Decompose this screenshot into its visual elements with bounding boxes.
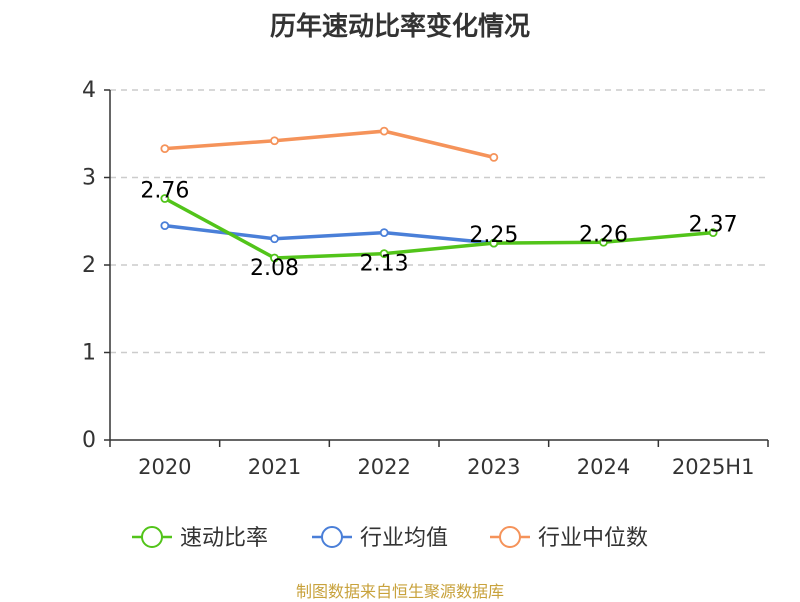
- chart-title: 历年速动比率变化情况: [269, 12, 530, 42]
- legend: 速动比率 行业均值 行业中位数: [132, 526, 648, 551]
- x-tick-label: 2021: [248, 455, 301, 479]
- data-point: [489, 152, 499, 162]
- y-tick-label: 3: [82, 166, 96, 191]
- legend-item: 速动比率: [132, 526, 268, 551]
- legend-marker: [141, 526, 163, 548]
- data-label: 2.76: [140, 179, 189, 204]
- series-line: [164, 129, 495, 160]
- data-label: 2.37: [689, 213, 738, 238]
- y-tick-label: 2: [82, 253, 96, 278]
- series-lines: [160, 126, 718, 263]
- y-tick-label: 0: [82, 428, 96, 453]
- legend-item: 行业均值: [312, 526, 448, 551]
- x-tick-label: 2020: [138, 455, 191, 479]
- data-label: 2.08: [250, 256, 299, 281]
- data-point: [270, 234, 279, 244]
- legend-item: 行业中位数: [490, 526, 648, 551]
- legend-label: 速动比率: [180, 526, 268, 551]
- series-line: [164, 223, 495, 245]
- y-tick-label: 1: [82, 341, 96, 366]
- source-note: 制图数据来自恒生聚源数据库: [295, 582, 504, 601]
- data-point: [270, 253, 279, 263]
- data-labels: 2.76 2.08 2.13 2.25 2.26 2.37: [140, 179, 737, 282]
- x-tick-label: 2025H1: [672, 455, 755, 479]
- series-line: [163, 196, 714, 260]
- legend-marker: [321, 526, 343, 548]
- legend-label: 行业中位数: [538, 526, 648, 551]
- y-tick-label: 4: [82, 78, 96, 103]
- data-label: 2.25: [469, 223, 518, 248]
- data-point: [160, 194, 170, 203]
- data-point: [708, 228, 718, 238]
- data-point: [489, 238, 499, 248]
- data-point: [599, 237, 608, 247]
- data-point: [379, 249, 389, 259]
- data-label: 2.13: [360, 252, 409, 277]
- data-point: [379, 126, 389, 136]
- data-point: [160, 221, 170, 231]
- x-tick-label: 2024: [577, 455, 630, 479]
- x-tick-label: 2022: [357, 455, 410, 479]
- legend-marker: [499, 526, 521, 548]
- data-point: [379, 228, 389, 238]
- x-tick-label: 2023: [467, 455, 520, 479]
- data-label: 2.26: [579, 222, 628, 247]
- legend-label: 行业均值: [360, 526, 448, 551]
- axes: 0 1 2 3 4 2020 2021 2022 2023 2024 2025H1: [82, 78, 769, 479]
- data-point: [270, 136, 279, 146]
- data-point: [160, 144, 170, 154]
